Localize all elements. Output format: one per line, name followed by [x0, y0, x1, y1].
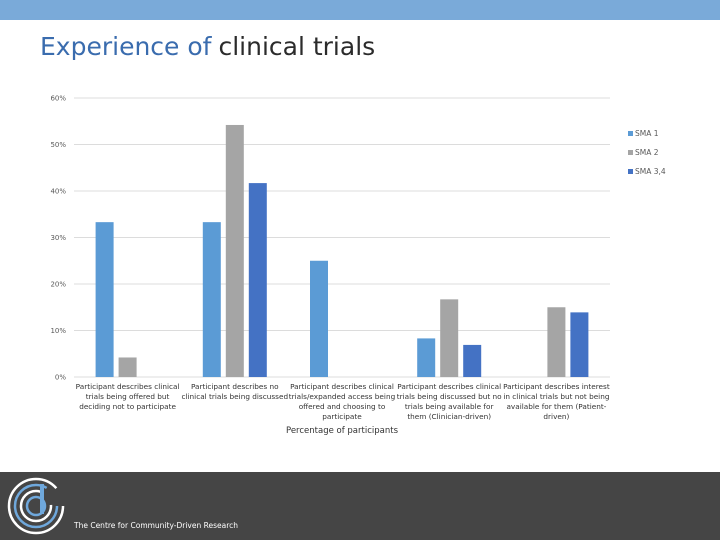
category-label: Participant describes clinical trials/exp… [289, 382, 395, 421]
footer-bar [0, 472, 720, 540]
bar-sma-2 [440, 299, 459, 377]
y-tick-label: 60% [50, 95, 66, 103]
bar-sma-3-4 [248, 183, 267, 377]
slide-title: Experience of clinical trials [40, 32, 375, 61]
legend-label: SMA 2 [635, 148, 659, 157]
ccdr-logo-icon [7, 477, 65, 535]
bar-sma-3-4 [463, 344, 482, 377]
slide-title-part1: Experience of [40, 32, 212, 61]
category-label: Participant describes clinical trials bei… [76, 382, 180, 411]
y-tick-label: 30% [50, 234, 66, 242]
bar-sma-3-4 [570, 312, 589, 377]
bar-sma-2 [118, 357, 137, 377]
y-tick-label: 0% [55, 374, 66, 382]
bar-sma-1 [202, 222, 221, 377]
bar-sma-1 [95, 222, 114, 377]
x-axis-title: Percentage of participants [286, 426, 399, 436]
legend-swatch [628, 169, 633, 174]
y-tick-label: 10% [50, 327, 66, 335]
legend-label: SMA 1 [635, 129, 659, 138]
category-label: Participant describes no clinical trials … [181, 382, 288, 401]
bar-sma-2 [547, 307, 566, 377]
slide-title-part2: clinical trials [218, 32, 376, 61]
bar-sma-1 [310, 260, 328, 377]
category-label: Participant describes interest in clinica… [503, 382, 610, 421]
y-tick-label: 50% [50, 141, 66, 149]
legend-swatch [628, 131, 633, 136]
footer-org-name: The Centre for Community-Driven Research [74, 521, 239, 530]
top-accent-bar [0, 0, 720, 20]
category-label: Participant describes clinical trials bei… [397, 382, 502, 421]
legend-label: SMA 3,4 [635, 167, 666, 176]
bar-sma-2 [225, 124, 244, 377]
legend-swatch [628, 150, 633, 155]
clustered-bar-chart: 0% 10% 20% 30% 40% 50% 60% Participant describe… [50, 95, 666, 437]
y-tick-label: 40% [50, 188, 66, 196]
bar-sma-1 [417, 338, 436, 377]
y-tick-label: 20% [50, 281, 66, 289]
